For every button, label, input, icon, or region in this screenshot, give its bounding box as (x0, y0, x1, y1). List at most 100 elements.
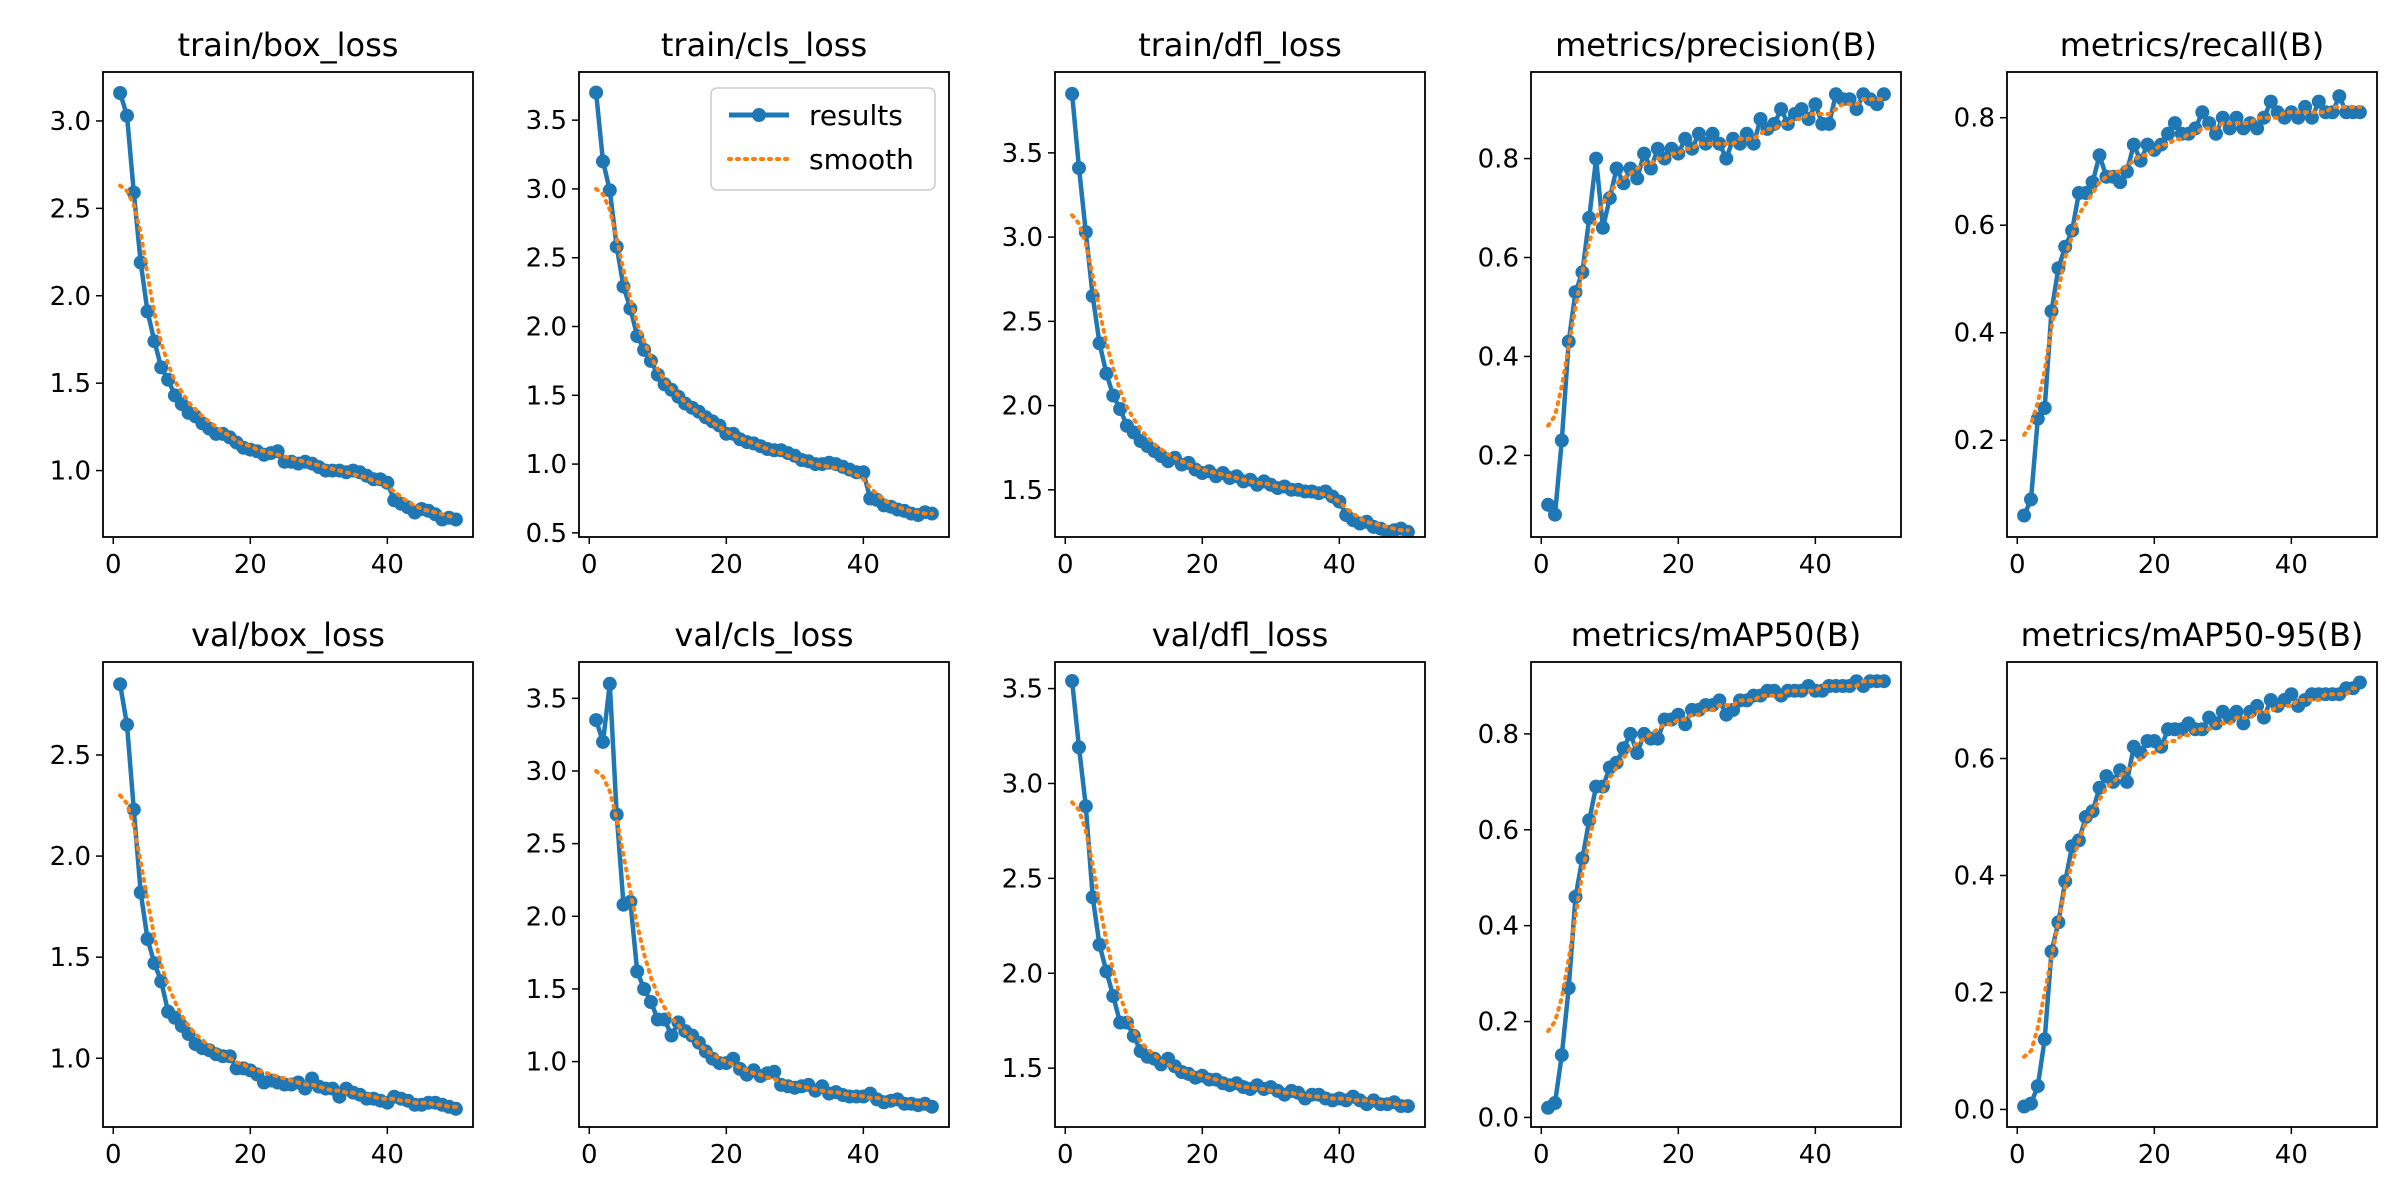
smooth-series-line (594, 769, 934, 1108)
y-tick-label: 0.6 (1954, 211, 1995, 241)
x-tick-label: 40 (847, 1140, 880, 1170)
x-tick-label: 20 (710, 1140, 743, 1170)
results-point (596, 154, 610, 169)
plot-area (2017, 675, 2367, 1114)
subplot-train-cls-loss: train/cls_loss 0 20 40 0.5 1.0 1.5 2.0 2.5 3.0 3.5 (526, 26, 950, 580)
y-tick-label: 1.0 (50, 457, 91, 487)
results-point (1650, 141, 1665, 156)
y-tick-label: 0.4 (1954, 861, 1995, 891)
results-point (2092, 148, 2107, 163)
results-point (2024, 1096, 2038, 1111)
y-tick-label: 2.5 (1002, 307, 1043, 337)
legend-results-marker (752, 108, 766, 122)
results-point (1106, 388, 1121, 403)
results-point (2037, 1032, 2052, 1047)
results-point (2113, 175, 2128, 190)
results-point (1849, 102, 1864, 117)
results-point (113, 677, 128, 692)
results-point (113, 86, 128, 100)
y-tick-label: 3.0 (1002, 223, 1043, 253)
legend-results-label: results (809, 99, 903, 132)
y-tick-label: 1.5 (50, 369, 91, 399)
y-tick-label: 0.2 (1954, 978, 1995, 1008)
x-tick-label: 0 (105, 1140, 122, 1170)
y-tick-label: 0.8 (1954, 104, 1995, 134)
results-point (2215, 110, 2230, 125)
y-tick-label: 0.6 (1478, 816, 1519, 846)
results-point (126, 802, 141, 817)
results-point (1630, 171, 1645, 186)
axes-frame (578, 661, 950, 1128)
plot-area (2017, 89, 2367, 523)
x-tick-label: 20 (234, 1140, 267, 1170)
x-tick-label: 0 (1533, 550, 1550, 580)
results-point (154, 360, 169, 375)
y-tick-label: 1.5 (526, 975, 567, 1005)
y-tick-label: 1.0 (526, 1048, 567, 1078)
results-point (630, 964, 645, 979)
plot-area (113, 86, 463, 527)
subplot-metrics-map50-95-b: metrics/mAP50-95(B) 0 20 40 0.0 0.2 0.4 0.6 (1954, 616, 2378, 1170)
smooth-series-line (1546, 679, 1886, 1034)
axes-frame (1530, 661, 1902, 1128)
results-point (2284, 687, 2299, 702)
results-point (1092, 336, 1107, 351)
results-point (1099, 366, 1114, 381)
subplot-title: val/dfl_loss (1152, 616, 1329, 654)
axes-frame (1054, 71, 1426, 538)
x-tick-label: 40 (2275, 1140, 2308, 1170)
results-point (2161, 126, 2175, 141)
results-point (924, 1099, 939, 1114)
smooth-series-line (1070, 213, 1410, 533)
x-tick-label: 0 (1533, 1140, 1550, 1170)
x-tick-label: 40 (371, 550, 404, 580)
smooth-series-line (118, 793, 458, 1109)
results-point (2291, 110, 2306, 125)
results-point (1705, 126, 1720, 141)
results-point (2256, 110, 2271, 125)
results-point (1616, 741, 1631, 756)
y-tick-label: 2.0 (526, 902, 567, 932)
results-point (2126, 137, 2141, 152)
results-point (1548, 1096, 1562, 1110)
results-point (1712, 693, 1727, 708)
y-tick-label: 3.0 (1002, 769, 1043, 799)
y-tick-label: 0.4 (1478, 342, 1519, 372)
y-tick-label: 1.0 (50, 1044, 91, 1074)
x-tick-label: 40 (1799, 550, 1832, 580)
x-tick-label: 20 (1662, 1140, 1695, 1170)
subplot-val-dfl-loss: val/dfl_loss 0 20 40 1.5 2.0 2.5 3.0 3.5 (1002, 616, 1426, 1170)
subplot-title: val/box_loss (191, 616, 385, 654)
subplot-metrics-map50-b: metrics/mAP50(B) 0 20 40 0.0 0.2 0.4 0.6 0.8 (1478, 616, 1902, 1170)
results-point (2037, 401, 2052, 415)
results-point (2332, 89, 2347, 104)
results-point (1691, 126, 1706, 141)
results-point (2352, 105, 2367, 120)
results-point (1609, 755, 1624, 770)
x-tick-label: 0 (1057, 550, 1074, 580)
results-point (1678, 131, 1693, 146)
plot-area (589, 85, 939, 522)
y-tick-label: 0.2 (1954, 426, 1995, 456)
smooth-series-line (1546, 97, 1886, 428)
axes-frame (102, 661, 474, 1128)
y-tick-label: 3.5 (526, 684, 567, 714)
axes-frame (102, 71, 474, 538)
results-point (2195, 105, 2210, 120)
smooth-series-line (118, 183, 458, 520)
results-point (1078, 799, 1093, 814)
results-point (2250, 698, 2265, 713)
results-point (1582, 813, 1597, 828)
y-tick-label: 2.0 (50, 282, 91, 312)
y-tick-label: 1.5 (526, 381, 567, 411)
results-point (1589, 151, 1604, 166)
x-tick-label: 40 (1799, 1140, 1832, 1170)
results-point (1808, 97, 1823, 112)
y-tick-label: 0.4 (1954, 319, 1995, 349)
results-point (2051, 915, 2066, 930)
x-tick-label: 40 (371, 1140, 404, 1170)
results-point (2222, 121, 2237, 136)
